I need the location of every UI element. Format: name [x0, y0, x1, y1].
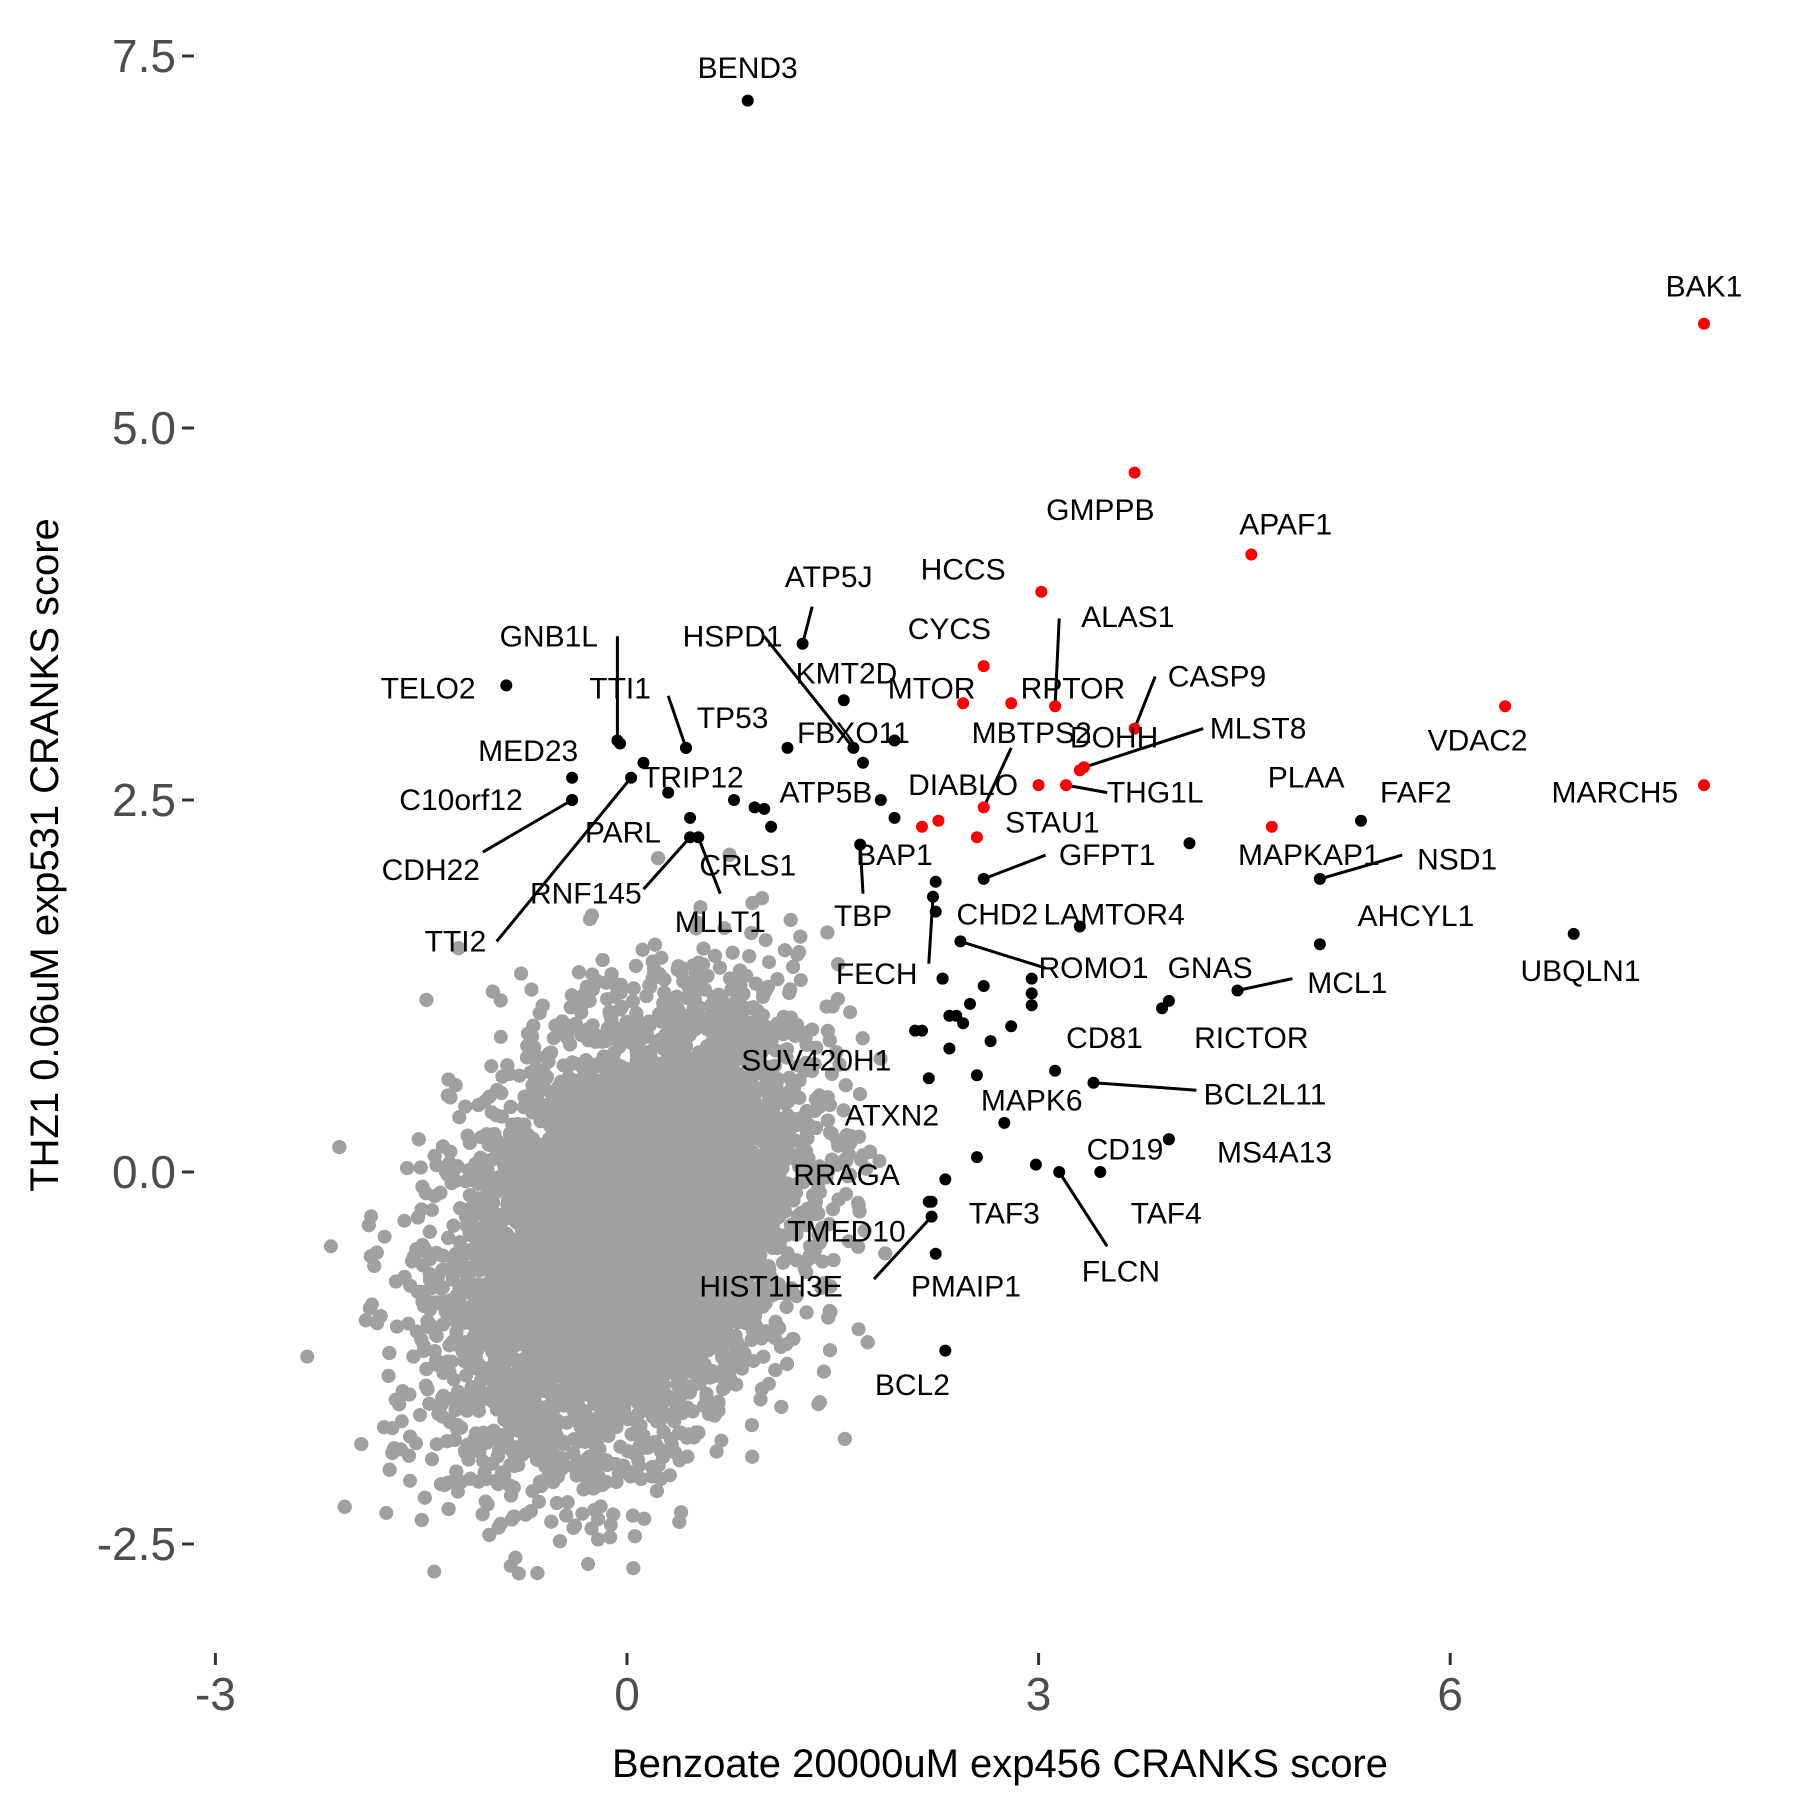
background-point: [397, 1213, 412, 1228]
background-point: [425, 1203, 439, 1218]
background-point: [379, 1505, 394, 1520]
background-point: [872, 1154, 887, 1168]
background-point: [427, 1564, 442, 1579]
background-point: [575, 1506, 590, 1521]
background-point: [493, 1029, 508, 1044]
background-point: [403, 1473, 417, 1488]
background-point: [824, 1067, 839, 1081]
background-point: [717, 921, 732, 936]
background-point: [401, 1316, 416, 1331]
background-point: [377, 1229, 392, 1244]
background-point: [532, 1494, 546, 1509]
background-point: [581, 1557, 596, 1571]
background-point: [413, 1408, 427, 1422]
background-point: [323, 1239, 338, 1254]
background-point: [851, 1322, 866, 1337]
background-points: [300, 847, 893, 1581]
background-point: [484, 1059, 499, 1074]
background-point: [700, 968, 715, 983]
background-point: [843, 1005, 858, 1020]
background-point: [603, 1518, 618, 1532]
background-point: [300, 1349, 315, 1364]
background-point: [714, 1433, 729, 1448]
background-point: [511, 1566, 526, 1581]
background-point: [793, 973, 808, 988]
background-point: [762, 955, 776, 970]
background-point: [758, 933, 773, 948]
background-point: [693, 900, 708, 915]
background-point: [631, 1452, 645, 1467]
